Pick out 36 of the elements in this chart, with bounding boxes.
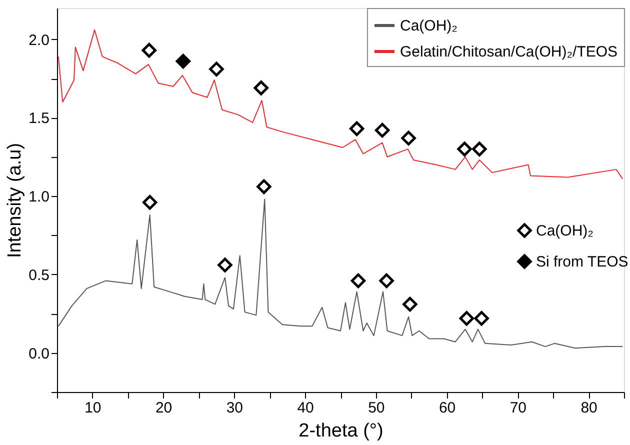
y-tick-label: 2.0 xyxy=(28,32,50,49)
point xyxy=(176,54,191,69)
point xyxy=(374,122,390,138)
point xyxy=(457,142,472,156)
point xyxy=(350,273,366,288)
legend-label: Ca(OH)₂ xyxy=(536,222,594,240)
point xyxy=(254,80,268,96)
point xyxy=(142,42,157,58)
point xyxy=(459,310,474,326)
point xyxy=(349,121,364,136)
y-tick-label: 1.5 xyxy=(28,110,50,128)
x-axis-title: 2-theta (°) xyxy=(298,420,384,442)
x-tick-label: 40 xyxy=(297,400,314,416)
point xyxy=(209,62,224,76)
legend-label: Gelatin/Chitosan/Ca(OH)₂/TEOS xyxy=(400,44,618,60)
point xyxy=(402,296,418,312)
x-tick-label: 30 xyxy=(226,400,244,416)
legend-label: Si from TEOS xyxy=(536,254,628,270)
x-tick-label: 20 xyxy=(155,400,172,416)
point xyxy=(256,179,272,194)
y-axis-title: Intensity (a.u) xyxy=(4,142,26,258)
point xyxy=(142,194,158,210)
point xyxy=(474,310,489,326)
x-tick-label: 10 xyxy=(84,400,102,416)
x-tick-label: 70 xyxy=(510,400,527,416)
x-tick-label: 50 xyxy=(368,400,385,416)
point xyxy=(379,273,394,288)
point xyxy=(401,130,416,146)
x-tick-label: 60 xyxy=(438,400,456,416)
y-tick-label: 0.0 xyxy=(28,345,50,362)
x-tick-label: 80 xyxy=(580,400,598,416)
point xyxy=(218,258,232,272)
point xyxy=(472,142,487,156)
y-tick-label: 0.5 xyxy=(28,266,50,284)
legend-label: Ca(OH)₂ xyxy=(400,18,458,34)
y-tick-label: 1.0 xyxy=(28,188,50,206)
